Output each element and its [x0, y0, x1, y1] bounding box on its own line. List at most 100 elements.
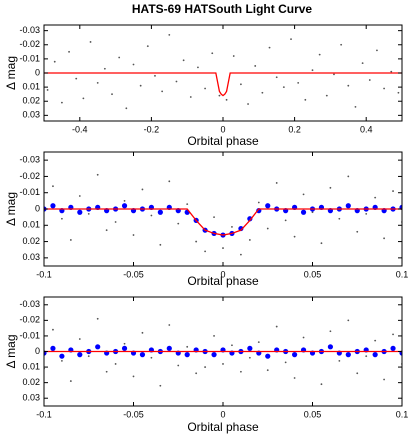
data-point [87, 355, 90, 358]
data-point [75, 77, 78, 80]
data-point [329, 186, 332, 189]
data-point [182, 59, 185, 62]
data-point [222, 363, 224, 365]
data-point [177, 364, 180, 367]
data-point [204, 366, 207, 368]
data-point [225, 98, 228, 101]
y-tick-label: 0 [35, 346, 40, 356]
binned-point [300, 209, 307, 215]
data-point [231, 344, 233, 347]
y-tick-label: 0 [35, 67, 40, 77]
x-tick-label: 0 [220, 124, 225, 134]
y-tick-label: 0.03 [22, 393, 40, 403]
data-point [141, 331, 144, 334]
data-point [247, 103, 249, 105]
data-point [392, 190, 394, 192]
data-point [266, 227, 269, 230]
data-point [96, 81, 99, 84]
data-point [297, 81, 300, 84]
data-point [61, 101, 63, 104]
data-point [266, 369, 269, 372]
data-point [231, 226, 233, 228]
y-tick-label: -0.02 [19, 171, 40, 181]
y-axis-label: Δ mag [4, 56, 18, 90]
data-point [257, 201, 260, 204]
data-point [213, 216, 215, 219]
data-point [248, 239, 251, 241]
binned-point [77, 352, 83, 358]
data-point [168, 180, 171, 183]
data-point [311, 211, 314, 214]
y-axis-label: Δ mag [4, 192, 18, 226]
data-point [150, 356, 153, 359]
data-point [69, 239, 72, 241]
data-point [96, 317, 99, 320]
data-point [189, 96, 192, 98]
data-point [69, 380, 72, 382]
y-tick-label: 0.03 [22, 252, 40, 262]
data-point [240, 370, 242, 373]
data-point [222, 247, 224, 249]
x-axis-label: Orbital phase [187, 134, 259, 148]
data-point [293, 377, 296, 379]
data-point [132, 63, 135, 66]
data-point [218, 94, 221, 97]
data-point [159, 384, 162, 387]
data-point [114, 363, 117, 365]
binned-point [184, 352, 190, 358]
y-tick-label: 0.03 [22, 110, 40, 120]
data-point [168, 33, 171, 36]
data-point [146, 45, 149, 48]
y-tick-label: 0 [35, 203, 40, 213]
data-point [268, 46, 271, 49]
data-point [204, 87, 207, 90]
binned-point [50, 203, 56, 209]
data-point [254, 65, 257, 67]
data-point [78, 195, 81, 197]
x-tick-label: -0.05 [123, 269, 144, 279]
data-point [139, 84, 142, 87]
data-point [240, 253, 242, 256]
binned-point [139, 352, 146, 358]
data-point [392, 333, 394, 336]
binned-point [95, 344, 101, 350]
binned-point [390, 345, 396, 351]
data-point [302, 193, 305, 196]
data-point [168, 324, 171, 326]
plot-area [44, 33, 402, 110]
data-point [356, 372, 359, 375]
data-point [123, 199, 126, 202]
x-axis-label: Orbital phase [187, 274, 259, 288]
data-point [111, 93, 113, 96]
data-point [374, 196, 377, 199]
data-point [141, 188, 144, 191]
data-point [257, 341, 260, 344]
binned-point [327, 344, 333, 350]
x-tick-label: -0.2 [144, 124, 160, 134]
data-point [123, 342, 126, 345]
chart-title: HATS-69 HATSouth Light Curve [132, 2, 313, 16]
binned-point [121, 345, 128, 351]
data-point [204, 250, 207, 253]
data-point [186, 203, 189, 206]
data-point [275, 182, 278, 184]
data-point [374, 339, 377, 342]
x-tick-label: 0.4 [360, 124, 373, 134]
data-point [320, 242, 323, 245]
data-point [195, 240, 198, 243]
binned-point [59, 353, 65, 359]
model-line [44, 72, 402, 97]
y-tick-label: -0.03 [19, 299, 40, 309]
data-point [302, 336, 305, 339]
x-tick-label: 0.05 [304, 409, 322, 419]
binned-point [238, 225, 244, 232]
data-point [284, 219, 287, 222]
data-point [365, 355, 368, 358]
data-point [338, 217, 341, 220]
x-tick-label: 0.2 [288, 124, 301, 134]
data-point [275, 76, 278, 79]
data-point [52, 185, 54, 188]
data-point [132, 375, 135, 378]
data-point [347, 175, 350, 178]
data-point [338, 359, 341, 362]
